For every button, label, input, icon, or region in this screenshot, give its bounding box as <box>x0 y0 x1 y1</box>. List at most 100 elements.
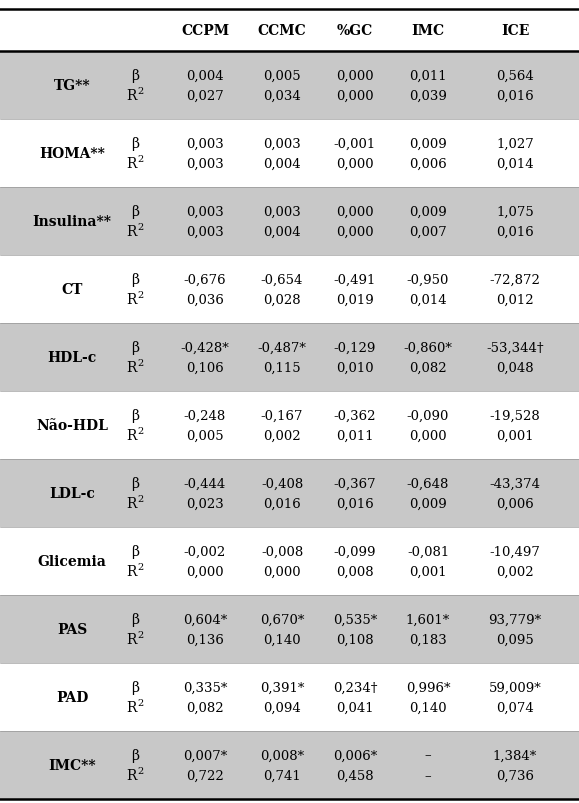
Text: Não-HDL: Não-HDL <box>36 418 108 433</box>
Text: -0,167: -0,167 <box>261 409 303 422</box>
Text: -0,002: -0,002 <box>184 544 226 557</box>
Text: β: β <box>131 476 139 490</box>
Text: CCMC: CCMC <box>258 24 306 38</box>
Bar <box>0 392 579 459</box>
Text: HOMA**: HOMA** <box>39 147 105 161</box>
Text: -43,374: -43,374 <box>489 477 541 490</box>
Text: 0,005: 0,005 <box>186 429 224 442</box>
Text: 0,011: 0,011 <box>336 429 374 442</box>
Bar <box>0 528 579 595</box>
Text: 0,535*: 0,535* <box>333 613 377 626</box>
Text: 0,019: 0,019 <box>336 293 374 306</box>
Text: -0,648: -0,648 <box>407 477 449 490</box>
Text: -10,497: -10,497 <box>490 544 540 557</box>
Text: 0,001: 0,001 <box>409 565 447 578</box>
Text: 0,003: 0,003 <box>186 226 224 238</box>
Text: 0,003: 0,003 <box>186 137 224 150</box>
Text: IMC**: IMC** <box>48 758 96 772</box>
Text: 2: 2 <box>137 426 143 435</box>
Text: β: β <box>131 69 139 83</box>
Text: 2: 2 <box>137 358 143 367</box>
Text: LDL-c: LDL-c <box>49 487 95 500</box>
Text: -0,654: -0,654 <box>261 273 303 286</box>
Text: R: R <box>126 89 136 103</box>
Text: 0,391*: 0,391* <box>260 680 304 694</box>
Text: 0,604*: 0,604* <box>183 613 227 626</box>
Text: 0,027: 0,027 <box>186 90 224 103</box>
Text: 2: 2 <box>137 494 143 503</box>
Text: 0,036: 0,036 <box>186 293 224 306</box>
Text: 2: 2 <box>137 87 143 96</box>
Text: 0,006*: 0,006* <box>333 748 377 761</box>
Text: 2: 2 <box>137 562 143 571</box>
Text: β: β <box>131 544 139 558</box>
Bar <box>0 459 579 528</box>
Text: 0,004: 0,004 <box>263 157 301 170</box>
Text: -0,487*: -0,487* <box>258 341 306 354</box>
Text: -0,362: -0,362 <box>334 409 376 422</box>
Text: PAD: PAD <box>56 690 88 704</box>
Text: –: – <box>424 768 431 782</box>
Text: R: R <box>126 157 136 171</box>
Text: 2: 2 <box>137 698 143 707</box>
Text: 0,095: 0,095 <box>496 633 534 646</box>
Text: 0,115: 0,115 <box>263 361 301 374</box>
Text: -0,081: -0,081 <box>407 544 449 557</box>
Text: 0,023: 0,023 <box>186 497 224 510</box>
Text: 0,006: 0,006 <box>409 157 447 170</box>
Text: 0,016: 0,016 <box>263 497 301 510</box>
Text: 0,106: 0,106 <box>186 361 224 374</box>
Text: PAS: PAS <box>57 622 87 636</box>
Text: 0,009: 0,009 <box>409 205 447 218</box>
Text: -0,860*: -0,860* <box>404 341 452 354</box>
Text: 0,007*: 0,007* <box>183 748 227 761</box>
Text: 2: 2 <box>137 222 143 231</box>
Text: R: R <box>126 768 136 782</box>
Text: 0,074: 0,074 <box>496 701 534 714</box>
Bar <box>0 10 579 52</box>
Bar <box>0 188 579 255</box>
Bar <box>0 120 579 188</box>
Text: 2: 2 <box>137 766 143 775</box>
Bar <box>0 595 579 663</box>
Text: -0,090: -0,090 <box>407 409 449 422</box>
Text: 0,108: 0,108 <box>336 633 374 646</box>
Text: 0,002: 0,002 <box>263 429 301 442</box>
Text: β: β <box>131 137 139 151</box>
Text: 0,000: 0,000 <box>336 205 374 218</box>
Text: IMC: IMC <box>412 24 445 38</box>
Text: -53,344†: -53,344† <box>486 341 544 354</box>
Text: R: R <box>126 429 136 442</box>
Text: 0,140: 0,140 <box>263 633 301 646</box>
Text: R: R <box>126 225 136 239</box>
Bar <box>0 324 579 392</box>
Text: 0,335*: 0,335* <box>183 680 227 694</box>
Text: 0,722: 0,722 <box>186 768 224 782</box>
Text: β: β <box>131 612 139 626</box>
Text: 0,006: 0,006 <box>496 497 534 510</box>
Text: Glicemia: Glicemia <box>38 554 107 569</box>
Text: TG**: TG** <box>54 79 90 93</box>
Text: -0,444: -0,444 <box>184 477 226 490</box>
Text: 2: 2 <box>137 630 143 639</box>
Text: R: R <box>126 496 136 511</box>
Text: -0,099: -0,099 <box>334 544 376 557</box>
Text: 0,014: 0,014 <box>409 293 447 306</box>
Bar <box>0 731 579 799</box>
Text: 0,234†: 0,234† <box>333 680 378 694</box>
Text: 0,008*: 0,008* <box>260 748 304 761</box>
Text: 2: 2 <box>137 291 143 300</box>
Text: 0,034: 0,034 <box>263 90 301 103</box>
Text: 0,005: 0,005 <box>263 69 301 82</box>
Text: 2: 2 <box>137 154 143 164</box>
Text: 0,011: 0,011 <box>409 69 447 82</box>
Text: 0,003: 0,003 <box>263 137 301 150</box>
Text: 0,048: 0,048 <box>496 361 534 374</box>
Text: -0,367: -0,367 <box>334 477 376 490</box>
Text: 0,012: 0,012 <box>496 293 534 306</box>
Text: 0,082: 0,082 <box>409 361 447 374</box>
Text: -0,248: -0,248 <box>184 409 226 422</box>
Text: 93,779*: 93,779* <box>489 613 541 626</box>
Text: 0,016: 0,016 <box>336 497 374 510</box>
Text: 0,009: 0,009 <box>409 137 447 150</box>
